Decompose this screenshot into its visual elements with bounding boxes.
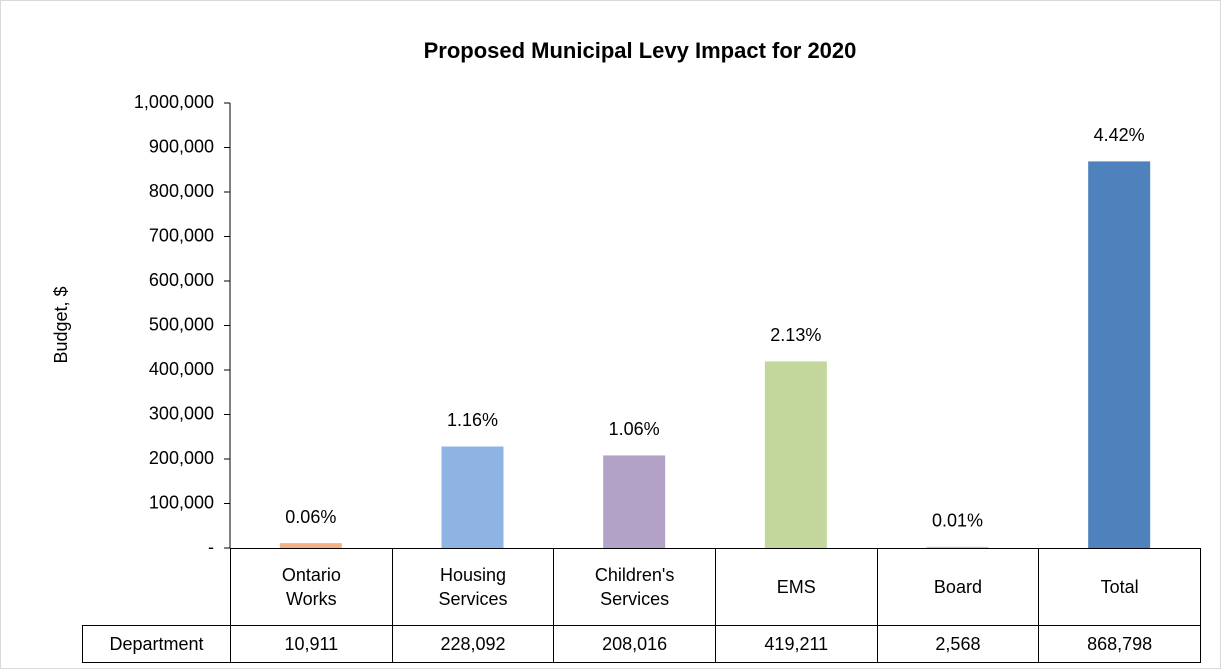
bar <box>279 543 342 548</box>
x-tick-label: Ontario Works <box>281 565 341 609</box>
x-tick-label: EMS <box>776 577 816 597</box>
data-label: 0.01% <box>932 511 983 531</box>
y-tick-label: 100,000 <box>149 492 214 512</box>
data-label: 0.06% <box>285 507 336 527</box>
data-table: Ontario Works Housing Services Children's … <box>82 548 1201 663</box>
y-axis-label: Budget, $ <box>51 286 71 363</box>
value-cell: 10,911 <box>230 625 393 663</box>
data-label: 1.16% <box>447 410 498 430</box>
y-tick-label: 600,000 <box>149 270 214 290</box>
value-cell: 208,016 <box>553 625 716 663</box>
bar <box>926 546 989 548</box>
y-tick-label: 800,000 <box>149 181 214 201</box>
value-cell: 419,211 <box>714 625 878 663</box>
category-cell: EMS <box>714 548 878 626</box>
y-tick-label: 200,000 <box>149 448 214 468</box>
value-cell: 228,092 <box>391 625 555 663</box>
category-cell: Board <box>876 548 1040 626</box>
series-name: Department <box>82 625 231 663</box>
bar <box>441 446 504 548</box>
data-label: 4.42% <box>1094 125 1145 145</box>
y-tick-label: 900,000 <box>149 136 214 156</box>
y-tick-label: 400,000 <box>149 359 214 379</box>
category-cell: Ontario Works <box>230 548 393 626</box>
y-tick-label: 700,000 <box>149 225 214 245</box>
bar <box>764 361 827 548</box>
value-cell: 2,568 <box>876 625 1040 663</box>
y-tick-label: 300,000 <box>149 403 214 423</box>
chart-title: Proposed Municipal Levy Impact for 2020 <box>424 38 857 63</box>
y-tick-label: 1,000,000 <box>134 92 214 112</box>
x-tick-label: Board <box>933 577 982 597</box>
x-tick-label: Total <box>1100 577 1139 597</box>
x-tick-label: Housing Services <box>438 565 508 609</box>
data-label: 1.06% <box>609 419 660 439</box>
x-tick-label: Children's Services <box>594 565 675 609</box>
category-cell: Children's Services <box>553 548 716 626</box>
category-cell: Total <box>1038 548 1201 626</box>
bar <box>1088 161 1151 548</box>
y-tick-label: - <box>208 537 214 557</box>
category-cell: Housing Services <box>391 548 555 626</box>
value-cell: 868,798 <box>1038 625 1201 663</box>
blank-cell <box>82 548 231 626</box>
bar <box>603 455 666 548</box>
y-tick-label: 500,000 <box>149 314 214 334</box>
data-label: 2.13% <box>770 325 821 345</box>
